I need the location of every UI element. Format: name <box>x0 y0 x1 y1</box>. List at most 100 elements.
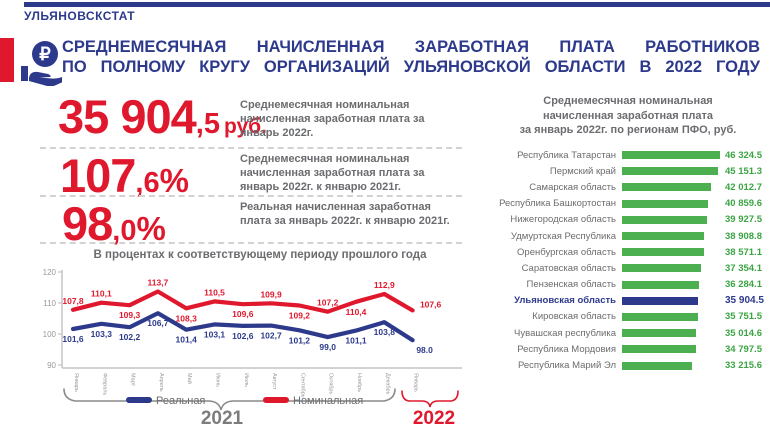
stat-value-unit: % <box>159 162 189 199</box>
data-label: 110,5 <box>204 287 225 297</box>
bar-value: 38 571.1 <box>725 246 762 258</box>
bar-value: 35 751.5 <box>725 311 762 323</box>
bar-track <box>622 215 720 224</box>
brace-2022 <box>401 390 459 408</box>
region-label: Ульяновская область <box>514 295 616 307</box>
bar-track <box>622 361 720 370</box>
data-label: 101,6 <box>62 334 84 344</box>
bar-value: 34 797.5 <box>725 343 762 355</box>
stat-value-frac: ,6 <box>135 167 160 199</box>
bar-value: 45 151.3 <box>725 165 762 177</box>
bar-track <box>622 183 720 192</box>
bar-fill <box>622 280 699 289</box>
year-label-2021: 2021 <box>201 408 244 429</box>
region-label: Самарская область <box>529 181 616 193</box>
trend-chart-svg: 90 100 110 120 Январь Февраль Март Апрель Май Июн… <box>43 268 462 429</box>
bar-track <box>622 151 720 160</box>
bar-row: Республика Башкортостан 40 859.6 <box>488 196 770 212</box>
bar-fill <box>622 232 705 241</box>
bar-fill <box>622 296 698 305</box>
bar-track <box>622 199 720 208</box>
series-line-nominal <box>70 289 415 314</box>
x-tick-label: Август <box>271 373 277 390</box>
stat-value: 35 904,5 руб. <box>58 93 267 140</box>
legend-swatch-nominal <box>263 397 289 403</box>
data-label: 109,9 <box>260 289 282 299</box>
x-tick-label: Июль <box>243 373 249 387</box>
region-label: Республика Мордовия <box>517 343 616 355</box>
region-label: Нижегородская область <box>510 214 616 226</box>
page-title-line2: ПО ПОЛНОМУ КРУГУ ОРГАНИЗАЦИЙ УЛЬЯНОВСКОЙ… <box>62 58 760 76</box>
bar-track <box>622 296 720 305</box>
stat-row-nominal-index: 107,6% <box>60 152 189 199</box>
data-label: 98.0 <box>416 345 433 355</box>
region-label: Республика Башкортостан <box>499 198 616 210</box>
bar-value: 39 927.5 <box>725 214 762 226</box>
org-name: УЛЬЯНОВСКСТАТ <box>24 9 136 23</box>
bar-row: Оренбургская область 38 571.1 <box>488 244 770 260</box>
region-label: Чувашская республика <box>514 327 616 339</box>
region-label: Пензенская область <box>526 279 617 291</box>
data-label: 112,9 <box>374 280 395 290</box>
bar-row: Пермский край 45 151.3 <box>488 163 770 179</box>
bar-row: Пензенская область 36 284.1 <box>488 277 770 293</box>
brace-2021 <box>63 388 396 411</box>
data-label: 101,1 <box>345 336 367 346</box>
bar-fill <box>622 312 698 321</box>
bar-track <box>622 264 720 273</box>
bar-row: Самарская область 42 012.7 <box>488 179 770 195</box>
trend-chart-title: В процентах к соответствующему периоду п… <box>93 249 427 261</box>
data-label: 109,6 <box>232 309 254 319</box>
bar-track <box>622 248 720 257</box>
bar-fill <box>622 215 707 224</box>
region-chart-title: Среднемесячная номинальная начисленная з… <box>488 94 768 138</box>
page-title-line1: СРЕДНЕМЕСЯЧНАЯ НАЧИСЛЕННАЯ ЗАРАБОТНАЯ ПЛ… <box>62 38 760 56</box>
data-label: 102,2 <box>119 332 141 342</box>
stat-value-main: 35 904 <box>58 90 197 143</box>
data-label: 103,8 <box>374 327 396 337</box>
stat-desc-nominal-index: Среднемесячная номинальная начисленная з… <box>240 153 425 193</box>
dashed-divider <box>40 242 462 244</box>
bar-value: 33 215.6 <box>725 360 762 372</box>
bar-row: Республика Мордовия 34 797.5 <box>488 341 770 357</box>
data-label: 110,1 <box>91 289 112 299</box>
series-line-real <box>70 311 415 343</box>
x-tick-label: Ноябрь <box>356 373 362 392</box>
data-label: 103,1 <box>204 329 226 339</box>
dashed-divider <box>40 195 462 197</box>
stat-value-frac: ,0 <box>112 215 137 247</box>
stat-value: 107,6% <box>60 152 189 199</box>
ruble-hand-icon: ₽ <box>21 41 62 86</box>
bar-row: Удмуртская Республика 38 908.8 <box>488 228 770 244</box>
data-label: 109,2 <box>289 310 311 320</box>
bar-fill <box>622 329 697 338</box>
bar-track <box>622 329 720 338</box>
bar-fill <box>622 151 720 160</box>
bar-value: 46 324.5 <box>725 149 762 161</box>
bar-row: Республика Марий Эл 33 215.6 <box>488 357 770 373</box>
bar-track <box>622 167 720 176</box>
bar-fill <box>622 345 696 354</box>
stat-row-wage: 35 904,5 руб. <box>58 93 267 140</box>
data-label: 101,2 <box>289 335 311 345</box>
year-label-2022: 2022 <box>413 408 455 429</box>
region-chart-title-line: Среднемесячная номинальная <box>543 95 713 107</box>
y-tick-label: 110 <box>43 299 56 308</box>
stat-value-frac: ,5 <box>195 108 220 140</box>
bar-track <box>622 232 720 241</box>
data-label: 102,6 <box>232 331 254 341</box>
bar-fill <box>622 361 693 370</box>
x-tick-label: Декабрь <box>384 373 390 395</box>
bar-fill <box>622 199 709 208</box>
bar-value: 37 354.1 <box>725 262 762 274</box>
stat-value-main: 107 <box>60 149 136 202</box>
dashed-divider <box>40 147 462 149</box>
top-bar <box>24 2 770 7</box>
bar-fill <box>622 183 711 192</box>
legend-label-real: Реальная <box>156 395 205 407</box>
stat-value: 98,0% <box>62 200 166 247</box>
stat-desc-real-index: Реальная начисленная заработная плата за… <box>240 201 450 227</box>
stat-value-main: 98 <box>62 197 113 250</box>
bar-row: Ульяновская область 35 904.5 <box>488 293 770 309</box>
bar-value: 36 284.1 <box>725 279 762 291</box>
